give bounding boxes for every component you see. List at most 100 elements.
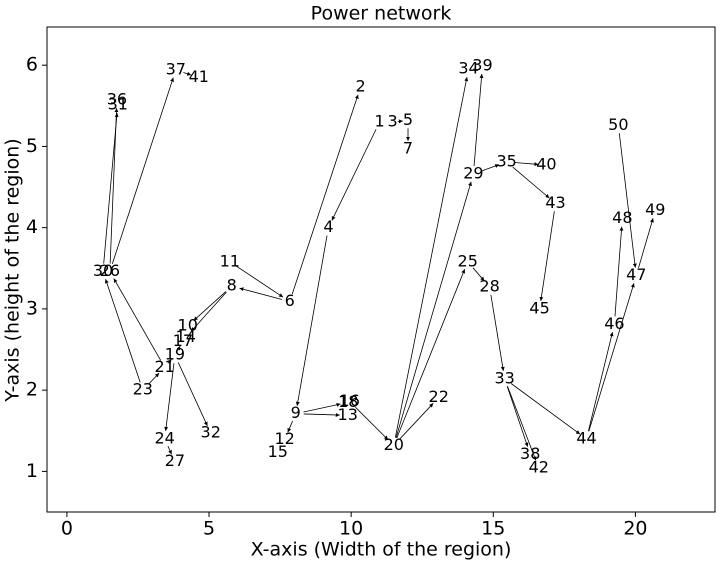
y-tick-label: 4 xyxy=(26,216,38,238)
node-label: 18 xyxy=(338,392,358,411)
node-label: 37 xyxy=(166,60,186,79)
node-label: 27 xyxy=(165,451,185,470)
edge xyxy=(103,112,119,264)
x-tick-label: 5 xyxy=(203,518,215,540)
edge xyxy=(490,294,505,371)
plot-frame xyxy=(46,26,716,513)
edge xyxy=(176,345,181,351)
y-tick-label: 2 xyxy=(26,379,38,401)
node-label: 42 xyxy=(529,458,549,477)
node-label: 24 xyxy=(155,428,175,447)
node-label: 31 xyxy=(108,94,128,113)
x-tick-label: 15 xyxy=(481,518,505,540)
edge xyxy=(507,386,537,461)
y-tick-label: 5 xyxy=(26,135,38,157)
node-label: 14 xyxy=(176,327,196,346)
edge xyxy=(303,402,341,413)
node-label: 22 xyxy=(429,387,449,406)
edge xyxy=(331,129,377,221)
edge xyxy=(287,420,293,433)
node-label: 33 xyxy=(494,368,514,387)
edge xyxy=(397,119,403,124)
y-tick-label: 1 xyxy=(26,460,38,482)
node-label: 49 xyxy=(645,200,665,219)
y-tick-label: 6 xyxy=(26,54,38,76)
edge xyxy=(395,181,472,438)
node-label: 34 xyxy=(458,59,478,78)
node-label: 12 xyxy=(274,429,294,448)
edge xyxy=(355,406,389,441)
node-label: 28 xyxy=(479,276,499,295)
x-tick-label: 0 xyxy=(61,518,73,540)
node-label: 16 xyxy=(340,391,360,410)
edge xyxy=(394,77,469,438)
edge xyxy=(190,291,227,332)
node-label: 7 xyxy=(403,138,413,157)
node-label: 35 xyxy=(496,151,516,170)
edge xyxy=(396,269,466,439)
node-label: 15 xyxy=(268,442,288,461)
edge xyxy=(167,359,172,364)
node-label: 17 xyxy=(173,331,193,350)
node-label: 9 xyxy=(291,403,301,422)
edge xyxy=(177,362,208,427)
node-label: 45 xyxy=(529,298,549,317)
edge xyxy=(303,412,340,417)
edge xyxy=(183,71,192,76)
node-label: 20 xyxy=(384,435,404,454)
node-label: 19 xyxy=(165,345,185,364)
edge xyxy=(512,166,550,199)
node-label: 1 xyxy=(374,112,384,131)
x-tick-label: 10 xyxy=(339,518,363,540)
node-label: 6 xyxy=(285,291,295,310)
edge xyxy=(472,267,485,282)
edge xyxy=(539,211,555,302)
edge xyxy=(236,265,284,298)
node-label: 40 xyxy=(536,155,556,174)
node-label: 29 xyxy=(463,164,483,183)
node-label: 13 xyxy=(338,405,358,424)
edge xyxy=(111,77,174,265)
node-label: 32 xyxy=(201,423,221,442)
edge xyxy=(638,218,654,269)
x-tick-label: 20 xyxy=(623,518,647,540)
node-label: 39 xyxy=(472,55,492,74)
node-label: 48 xyxy=(612,208,632,227)
edge xyxy=(167,446,172,455)
y-tick-label: 3 xyxy=(26,297,38,319)
edge xyxy=(480,164,500,172)
edge xyxy=(113,278,162,361)
edge xyxy=(193,291,227,321)
node-label: 2 xyxy=(355,77,365,96)
node-label: 8 xyxy=(227,276,237,295)
edge xyxy=(588,332,614,432)
edge xyxy=(164,363,175,431)
chart-title: Power network xyxy=(311,3,452,25)
edge xyxy=(473,73,484,167)
edge xyxy=(514,162,539,167)
edge xyxy=(618,133,637,268)
node-label: 43 xyxy=(545,193,565,212)
node-label: 10 xyxy=(178,315,198,334)
node-label: 50 xyxy=(608,115,628,134)
node-label: 5 xyxy=(403,110,413,129)
node-label: 26 xyxy=(100,261,120,280)
node-label: 11 xyxy=(220,251,240,270)
edge xyxy=(398,403,434,440)
node-label: 30 xyxy=(93,261,113,280)
node-label: 3 xyxy=(388,112,398,131)
node-label: 38 xyxy=(520,444,540,463)
node-label: 23 xyxy=(133,380,153,399)
edge xyxy=(239,287,283,300)
node-label: 4 xyxy=(323,217,333,236)
edge xyxy=(506,386,529,447)
node-label: 41 xyxy=(189,67,209,86)
edge xyxy=(291,94,359,295)
edge xyxy=(614,226,624,317)
node-label: 47 xyxy=(626,265,646,284)
node-label: 36 xyxy=(107,90,127,109)
edge xyxy=(104,278,141,383)
node-label: 44 xyxy=(576,428,596,447)
edge xyxy=(148,372,160,385)
